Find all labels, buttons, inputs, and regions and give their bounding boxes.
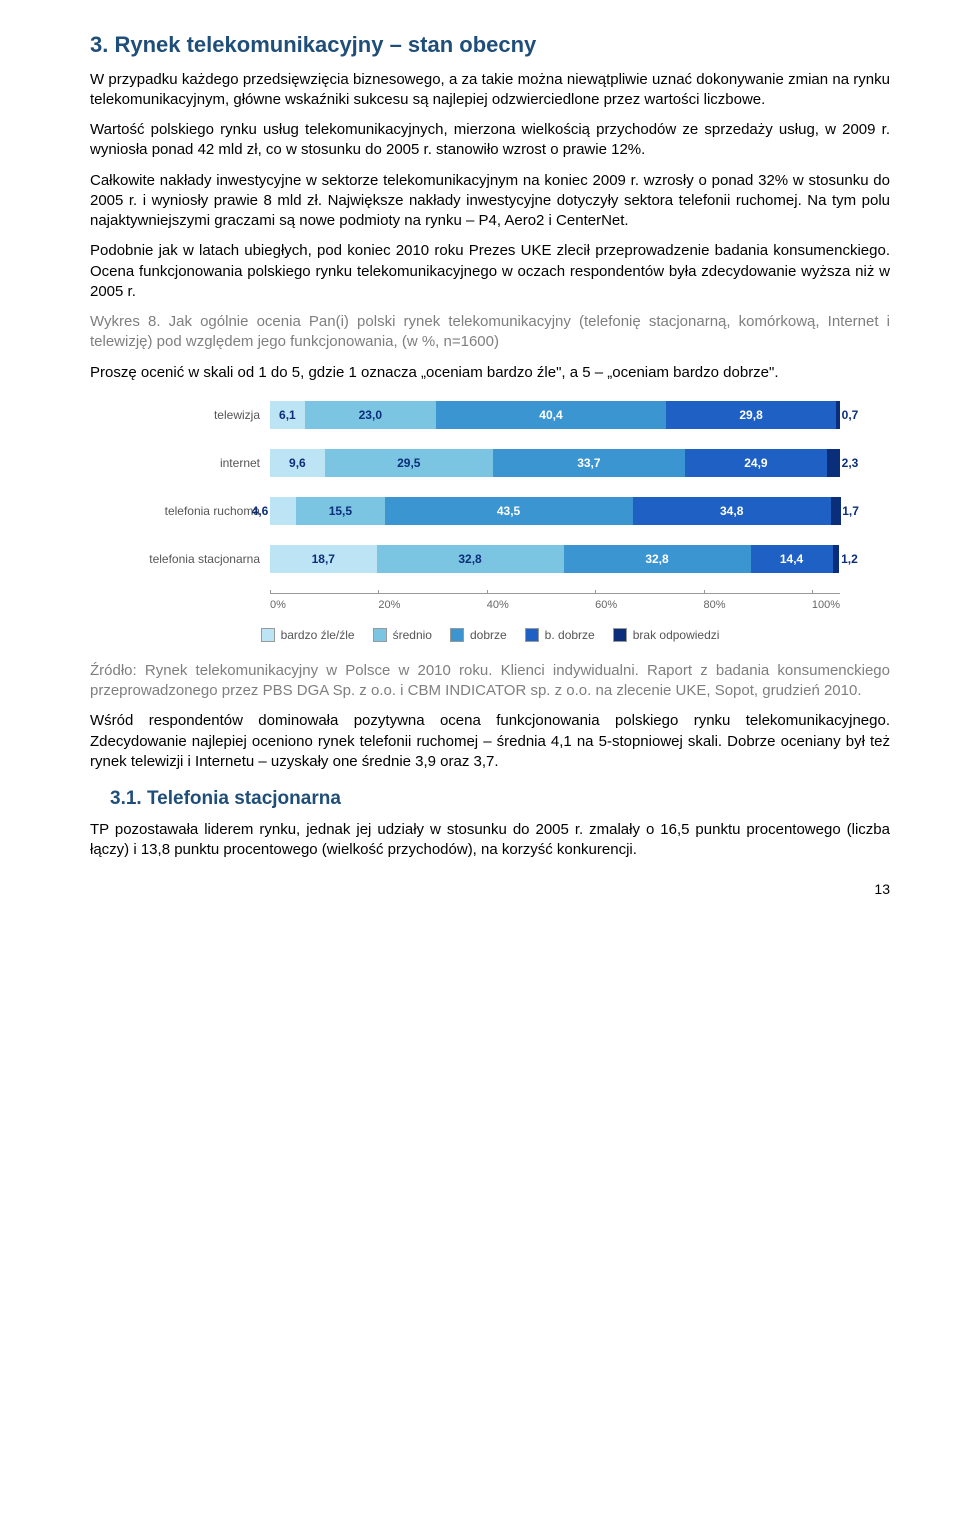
chart-segment-label: 6,1 [279, 407, 296, 423]
chart-segment: 33,7 [493, 449, 685, 477]
paragraph: W przypadku każdego przedsięwzięcia bizn… [90, 70, 890, 111]
chart-segment-label: 40,4 [539, 407, 562, 423]
chart-segment-label: 0,7 [842, 407, 859, 423]
legend-swatch [373, 628, 387, 642]
legend-swatch [261, 628, 275, 642]
chart-segment: 1,7 [831, 497, 841, 525]
chart-segment: 23,0 [305, 401, 436, 429]
chart-xtick: 40% [487, 594, 595, 613]
chart-xtick: 80% [704, 594, 812, 613]
subsection-heading: 3.1. Telefonia stacjonarna [110, 786, 890, 812]
paragraph: Podobnie jak w latach ubiegłych, pod kon… [90, 241, 890, 302]
chart-xtick: 100% [812, 594, 840, 613]
chart-ylabel: telefonia ruchoma [140, 503, 270, 519]
chart-segment-label: 29,8 [739, 407, 762, 423]
legend-label: średnio [393, 627, 432, 643]
section-heading: 3. Rynek telekomunikacyjny – stan obecny [90, 30, 890, 60]
chart-segment: 0,7 [836, 401, 840, 429]
chart-segment: 43,5 [385, 497, 633, 525]
chart-row: telefonia stacjonarna 18,7 32,8 32,8 14,4 1,2 [140, 545, 840, 573]
paragraph: TP pozostawała liderem rynku, jednak jej… [90, 820, 890, 861]
chart-segment-label: 14,4 [780, 551, 803, 567]
legend-item: dobrze [450, 627, 507, 643]
chart-segment: 32,8 [377, 545, 564, 573]
legend-swatch [613, 628, 627, 642]
chart-xtick: 0% [270, 594, 378, 613]
chart-segment: 29,5 [325, 449, 493, 477]
legend-item: średnio [373, 627, 432, 643]
chart-segment: 29,8 [666, 401, 836, 429]
chart-row: internet 9,6 29,5 33,7 24,9 2,3 [140, 449, 840, 477]
chart-segment-label: 32,8 [458, 551, 481, 567]
chart-segment-label: 1,2 [841, 551, 858, 567]
chart-row: telefonia ruchoma4,6 15,5 43,5 34,8 1,7 [140, 497, 840, 525]
chart-segment-label: 43,5 [497, 503, 520, 519]
legend-item: bardzo źle/źle [261, 627, 355, 643]
chart-segment-label: 29,5 [397, 455, 420, 471]
chart-ylabel: telefonia stacjonarna [140, 551, 270, 567]
legend-label: bardzo źle/źle [281, 627, 355, 643]
chart-segment-label: 33,7 [577, 455, 600, 471]
legend-swatch [450, 628, 464, 642]
chart-bar-area: 6,1 23,0 40,4 29,8 0,7 [270, 401, 840, 429]
chart-segment-label: 1,7 [842, 503, 859, 519]
survey-prompt: Proszę ocenić w skali od 1 do 5, gdzie 1… [90, 363, 890, 383]
legend-item: brak odpowiedzi [613, 627, 720, 643]
chart-segment-label: 34,8 [720, 503, 743, 519]
chart-row: telewizja 6,1 23,0 40,4 29,8 0,7 [140, 401, 840, 429]
chart-segment: 1,2 [833, 545, 840, 573]
chart-segment: 4,6 [270, 497, 296, 525]
chart-segment-label: 23,0 [359, 407, 382, 423]
chart-xtick: 60% [595, 594, 703, 613]
chart-caption: Wykres 8. Jak ogólnie ocenia Pan(i) pols… [90, 312, 890, 353]
chart-segment-label: 32,8 [645, 551, 668, 567]
chart-wykres-8: telewizja 6,1 23,0 40,4 29,8 0,7 internet 9,6 29… [140, 401, 840, 643]
chart-segment-label: 18,7 [312, 551, 335, 567]
chart-segment-label: 4,6 [252, 503, 269, 519]
chart-segment-label: 24,9 [744, 455, 767, 471]
legend-swatch [525, 628, 539, 642]
chart-segment: 9,6 [270, 449, 325, 477]
chart-segment-label: 15,5 [329, 503, 352, 519]
chart-xtick: 20% [378, 594, 486, 613]
chart-ylabel: internet [140, 455, 270, 471]
chart-segment: 40,4 [436, 401, 666, 429]
chart-bar-area: 9,6 29,5 33,7 24,9 2,3 [270, 449, 840, 477]
chart-bar-area: 4,6 15,5 43,5 34,8 1,7 [270, 497, 840, 525]
page-number: 13 [90, 880, 890, 899]
paragraph: Całkowite nakłady inwestycyjne w sektorz… [90, 171, 890, 232]
chart-source: Źródło: Rynek telekomunikacyjny w Polsce… [90, 661, 890, 702]
chart-segment: 18,7 [270, 545, 377, 573]
paragraph: Wśród respondentów dominowała pozytywna … [90, 711, 890, 772]
chart-segment-label: 2,3 [842, 455, 859, 471]
legend-label: b. dobrze [545, 627, 595, 643]
chart-segment: 2,3 [827, 449, 840, 477]
chart-segment: 15,5 [296, 497, 384, 525]
legend-label: dobrze [470, 627, 507, 643]
chart-segment: 14,4 [751, 545, 833, 573]
chart-segment: 6,1 [270, 401, 305, 429]
chart-segment-label: 9,6 [289, 455, 306, 471]
legend-label: brak odpowiedzi [633, 627, 720, 643]
chart-bar-area: 18,7 32,8 32,8 14,4 1,2 [270, 545, 840, 573]
chart-segment: 24,9 [685, 449, 827, 477]
legend-item: b. dobrze [525, 627, 595, 643]
chart-segment: 34,8 [633, 497, 831, 525]
chart-segment: 32,8 [564, 545, 751, 573]
paragraph: Wartość polskiego rynku usług telekomuni… [90, 120, 890, 161]
chart-ylabel: telewizja [140, 407, 270, 423]
